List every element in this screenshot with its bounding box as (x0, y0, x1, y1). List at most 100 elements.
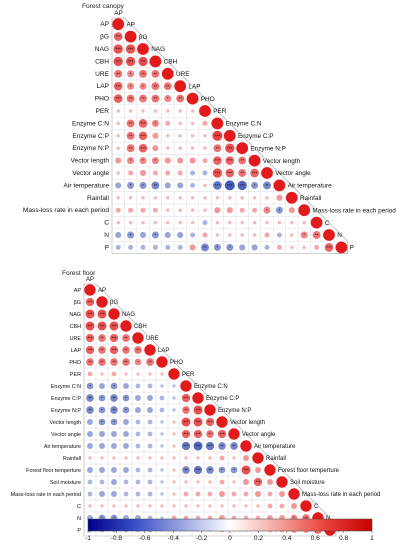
colorbar-tick-label: 0.6 (311, 535, 320, 542)
correlation-circle (324, 243, 334, 252)
correlation-circle (141, 220, 145, 225)
significance-mark: *** (140, 121, 146, 126)
diagonal-label: βG (139, 34, 148, 41)
diagonal-label: PER (182, 372, 195, 378)
correlation-circle (100, 504, 104, 508)
correlation-circle (138, 119, 148, 128)
correlation-circle (214, 207, 221, 214)
significance-mark: *** (87, 324, 93, 329)
correlation-circle (225, 168, 235, 178)
diagonal-label: CBH (134, 324, 147, 330)
correlation-circle (160, 504, 164, 508)
correlation-circle (172, 396, 176, 400)
row-label: Rainfall (87, 195, 110, 202)
diagonal-label: Enzyme C:N (194, 384, 228, 390)
correlation-circle (122, 358, 130, 366)
correlation-circle (202, 158, 208, 164)
correlation-circle (124, 504, 128, 508)
correlation-circle (218, 466, 226, 474)
correlation-circle (219, 491, 225, 497)
row-label: NAG (69, 312, 81, 318)
diagonal-label: Vector length (230, 420, 265, 426)
correlation-circle (213, 156, 222, 165)
diagonal-circle (84, 284, 96, 296)
row-label: CBH (70, 324, 81, 330)
correlation-circle (128, 220, 133, 225)
correlation-circle (263, 206, 271, 214)
significance-mark: * (101, 396, 103, 401)
correlation-circle (160, 456, 164, 460)
correlation-circle (98, 394, 106, 402)
panel-title: Forest canopy (82, 3, 124, 10)
correlation-circle (109, 345, 119, 355)
diagonal-circle (192, 392, 204, 404)
row-label: βG (74, 300, 81, 306)
correlation-circle (220, 504, 224, 508)
significance-mark: * (137, 360, 139, 365)
significance-mark: *** (140, 59, 146, 64)
correlation-circle (230, 466, 238, 474)
correlation-circle (147, 383, 153, 389)
correlation-circle (139, 82, 147, 90)
significance-mark: * (130, 84, 132, 89)
correlation-circle (177, 182, 184, 189)
correlation-circle (140, 244, 146, 250)
significance-mark: *** (219, 432, 225, 437)
significance-mark: * (279, 208, 281, 213)
correlation-circle (111, 467, 117, 473)
correlation-circle (98, 346, 106, 354)
correlation-circle (177, 231, 184, 239)
row-label: Enzyme N:P (51, 408, 81, 414)
significance-mark: * (221, 468, 223, 473)
significance-mark: ** (100, 360, 104, 365)
correlation-circle (128, 109, 133, 113)
diagonal-label: Air temperature (254, 444, 296, 450)
correlation-circle (138, 131, 148, 141)
significance-mark: ** (100, 336, 104, 341)
correlation-circle (86, 394, 94, 402)
correlation-circle (85, 321, 95, 331)
significance-mark: * (293, 516, 295, 521)
correlation-circle (160, 420, 164, 424)
correlation-circle (177, 170, 183, 176)
correlation-circle (113, 32, 123, 41)
significance-mark: * (233, 468, 235, 473)
correlation-circle (88, 504, 92, 508)
diagonal-circle (223, 129, 236, 142)
correlation-circle (147, 407, 153, 413)
significance-mark: *** (183, 444, 189, 449)
correlation-circle (115, 244, 121, 250)
diagonal-label: URE (146, 336, 159, 342)
correlation-circle (251, 181, 259, 189)
correlation-circle (276, 244, 282, 250)
correlation-circle (111, 479, 117, 485)
correlation-circle (279, 491, 285, 497)
correlation-circle (255, 467, 261, 473)
significance-mark: * (254, 183, 256, 188)
correlation-circle (213, 181, 222, 190)
correlation-circle (239, 244, 246, 251)
correlation-circle (126, 144, 135, 153)
correlation-circle (153, 109, 158, 113)
correlation-circle (159, 407, 165, 413)
correlation-circle (138, 143, 148, 153)
correlation-circle (113, 56, 123, 67)
significance-mark: ** (136, 348, 140, 353)
diagonal-circle (323, 229, 335, 241)
correlation-circle (219, 455, 225, 461)
correlation-circle (290, 233, 294, 237)
correlation-circle (251, 244, 258, 251)
significance-mark: ** (154, 71, 158, 76)
diagonal-label: Mass-loss rate in each period (312, 207, 396, 214)
significance-mark: ** (220, 444, 224, 449)
significance-mark: * (113, 516, 115, 521)
correlation-circle (99, 467, 105, 473)
significance-mark: *** (87, 336, 93, 341)
correlation-circle (109, 333, 119, 343)
correlation-circle (147, 431, 153, 437)
row-label: C (104, 220, 109, 227)
correlation-circle (85, 333, 95, 343)
diagonal-label: Enzyme N:P (218, 408, 251, 414)
correlation-circle (127, 157, 135, 165)
correlation-circle (87, 371, 93, 377)
